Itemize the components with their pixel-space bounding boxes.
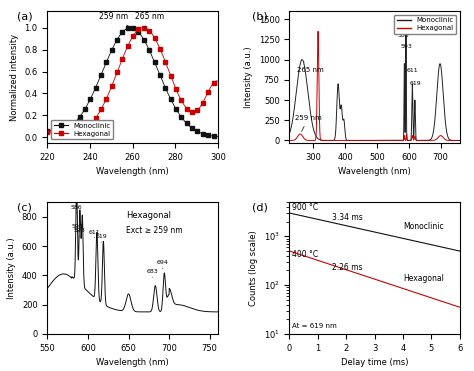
Text: (b): (b): [252, 11, 268, 21]
Text: (c): (c): [17, 202, 32, 212]
Text: 259 nm: 259 nm: [295, 115, 322, 132]
Text: At = 619 nm: At = 619 nm: [292, 324, 337, 329]
Legend: Monoclinic, Hexagonal: Monoclinic, Hexagonal: [51, 120, 113, 139]
Text: 611: 611: [407, 68, 418, 73]
Text: 400 °C: 400 °C: [292, 250, 319, 259]
Text: 593: 593: [74, 228, 86, 237]
Y-axis label: Normalized intensity: Normalized intensity: [10, 33, 19, 121]
Text: 2.26 ms: 2.26 ms: [332, 263, 363, 272]
Text: Monoclinic: Monoclinic: [403, 222, 444, 231]
Text: 611: 611: [89, 230, 100, 238]
X-axis label: Delay time (ms): Delay time (ms): [341, 358, 408, 367]
Text: 3.34 ms: 3.34 ms: [332, 213, 363, 221]
X-axis label: Wavelength (nm): Wavelength (nm): [338, 167, 411, 176]
Text: 265 nm: 265 nm: [135, 12, 164, 28]
Legend: Monoclinic, Hexagonal: Monoclinic, Hexagonal: [394, 14, 456, 34]
Y-axis label: Intensity (a.u.): Intensity (a.u.): [244, 46, 253, 108]
Text: 590: 590: [72, 224, 83, 232]
Text: 259 nm: 259 nm: [99, 12, 128, 26]
Text: 586: 586: [398, 33, 410, 38]
X-axis label: Wavelength (nm): Wavelength (nm): [96, 167, 169, 176]
Text: 619: 619: [410, 82, 421, 86]
Y-axis label: Intensity (a.u.): Intensity (a.u.): [7, 237, 16, 299]
X-axis label: Wavelength (nm): Wavelength (nm): [96, 358, 169, 367]
Text: Hexagonal: Hexagonal: [126, 211, 171, 220]
Text: Exct ≥ 259 nm: Exct ≥ 259 nm: [126, 226, 182, 235]
Text: 619: 619: [96, 234, 108, 242]
Text: 593: 593: [401, 43, 412, 49]
Text: Hexagonal: Hexagonal: [403, 274, 444, 283]
Text: 683: 683: [147, 269, 159, 278]
Text: 900 °C: 900 °C: [292, 203, 319, 212]
Text: 265 nm: 265 nm: [297, 62, 324, 73]
Text: 591: 591: [400, 23, 412, 28]
Text: 586: 586: [71, 205, 82, 213]
Text: 694: 694: [157, 260, 169, 269]
Y-axis label: Counts (log scale): Counts (log scale): [249, 230, 258, 306]
Text: (d): (d): [252, 202, 268, 212]
Text: (a): (a): [17, 11, 32, 21]
